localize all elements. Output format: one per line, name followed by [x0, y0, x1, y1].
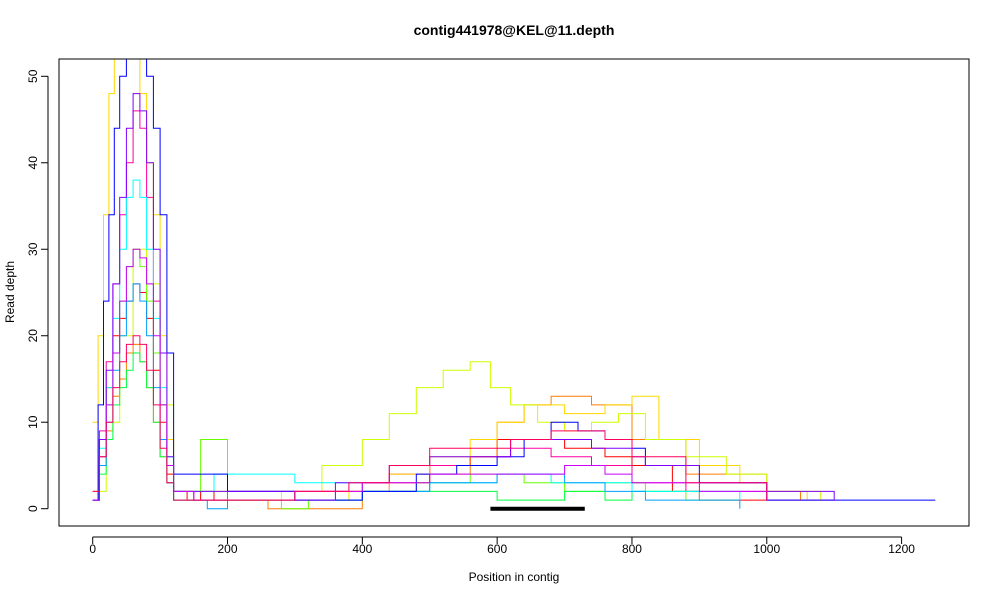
- x-axis-label: Position in contig: [469, 570, 560, 584]
- series-line-2: [92, 110, 835, 501]
- y-tick-label: 30: [26, 242, 40, 256]
- series-line-7: [92, 352, 700, 501]
- series-layer: [92, 59, 936, 510]
- x-tick-label: 400: [352, 542, 372, 556]
- x-tick-label: 600: [487, 542, 507, 556]
- series-line-5: [92, 248, 822, 501]
- x-tick-label: 1200: [888, 542, 915, 556]
- series-line-6: [92, 248, 740, 510]
- y-tick-label: 40: [26, 156, 40, 170]
- series-line-3: [92, 343, 801, 510]
- x-tick-label: 200: [218, 542, 238, 556]
- y-axis-label: Read depth: [3, 261, 17, 323]
- series-line-10: [92, 59, 936, 501]
- y-tick-label: 20: [26, 329, 40, 343]
- x-tick-label: 1000: [753, 542, 780, 556]
- y-tick-label: 10: [26, 415, 40, 429]
- series-line-4: [92, 59, 808, 501]
- x-axis: 0 200 400 600 800 1000 1200: [89, 536, 915, 556]
- x-tick-label: 0: [89, 542, 96, 556]
- x-tick-label: 800: [622, 542, 642, 556]
- y-axis: 0 10 20 30 40 50: [26, 69, 49, 512]
- series-line-13: [92, 335, 768, 501]
- chart-title: contig441978@KEL@11.depth: [414, 22, 615, 38]
- series-line-8: [92, 179, 741, 501]
- plot-frame: [58, 58, 970, 527]
- y-tick-label: 50: [26, 69, 40, 83]
- y-tick-label: 0: [26, 505, 40, 512]
